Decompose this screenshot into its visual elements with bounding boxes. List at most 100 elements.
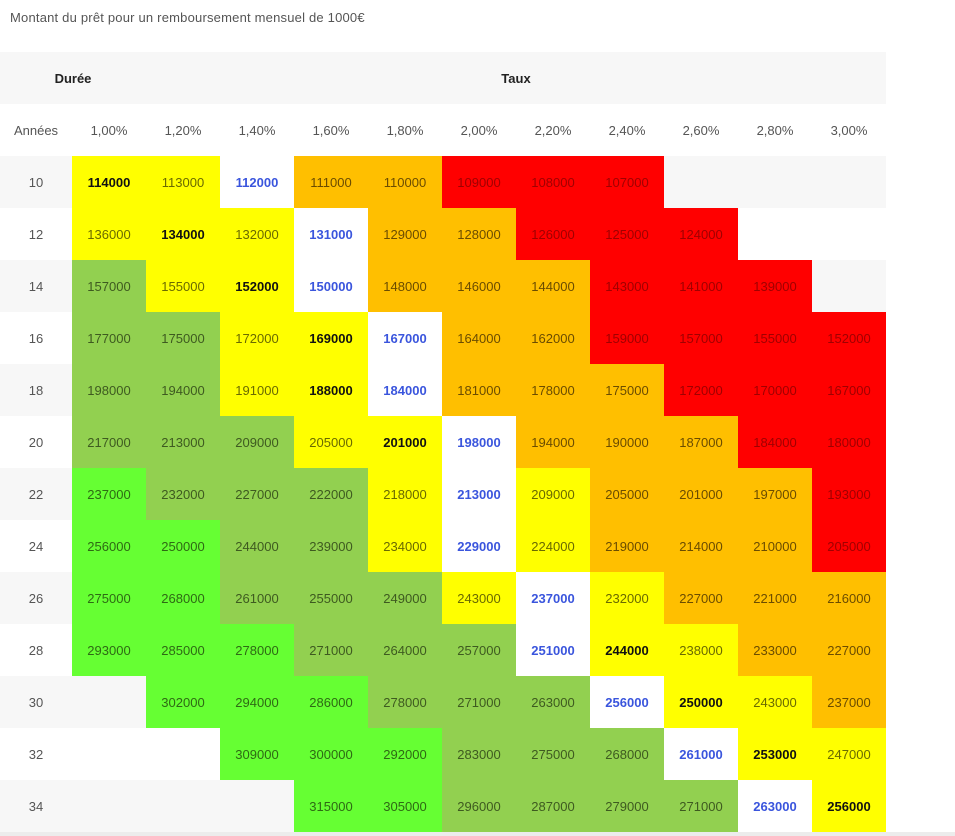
loan-amount-cell: 146000 bbox=[442, 260, 516, 312]
loan-amount-cell: 205000 bbox=[812, 520, 886, 572]
loan-amount-cell: 305000 bbox=[368, 780, 442, 832]
loan-amount-cell: 143000 bbox=[590, 260, 664, 312]
loan-amount-cell: 164000 bbox=[442, 312, 516, 364]
loan-amount-cell: 210000 bbox=[738, 520, 812, 572]
loan-amount-cell: 167000 bbox=[812, 364, 886, 416]
loan-amount-cell: 261000 bbox=[664, 728, 738, 780]
loan-amount-cell: 294000 bbox=[220, 676, 294, 728]
table-row: 24 256000 250000 244000 239000 234000 229000 22… bbox=[0, 520, 886, 572]
duration-years-cell: 32 bbox=[0, 728, 72, 780]
rate-column-header: 2,00% bbox=[442, 104, 516, 156]
loan-amount-cell: 243000 bbox=[738, 676, 812, 728]
loan-amount-cell: 237000 bbox=[72, 468, 146, 520]
loan-amount-cell: 232000 bbox=[146, 468, 220, 520]
loan-amount-cell: 124000 bbox=[664, 208, 738, 260]
loan-amount-cell: 251000 bbox=[516, 624, 590, 676]
loan-amount-cell: 300000 bbox=[294, 728, 368, 780]
loan-amount-cell: 187000 bbox=[664, 416, 738, 468]
duration-years-cell: 34 bbox=[0, 780, 72, 832]
loan-amount-cell: 126000 bbox=[516, 208, 590, 260]
loan-amount-cell: 150000 bbox=[294, 260, 368, 312]
loan-amount-cell: 285000 bbox=[146, 624, 220, 676]
duration-years-cell: 30 bbox=[0, 676, 72, 728]
loan-amount-cell: 287000 bbox=[516, 780, 590, 832]
loan-amount-cell: 159000 bbox=[590, 312, 664, 364]
rate-column-header: 3,00% bbox=[812, 104, 886, 156]
table-caption: Montant du prêt pour un remboursement me… bbox=[10, 10, 365, 25]
empty-cell bbox=[738, 208, 812, 260]
loan-amount-cell: 193000 bbox=[812, 468, 886, 520]
loan-amount-cell: 162000 bbox=[516, 312, 590, 364]
duration-years-cell: 28 bbox=[0, 624, 72, 676]
loan-amount-cell: 268000 bbox=[590, 728, 664, 780]
loan-amount-cell: 181000 bbox=[442, 364, 516, 416]
empty-cell bbox=[220, 780, 294, 832]
loan-amount-cell: 213000 bbox=[442, 468, 516, 520]
loan-amount-cell: 191000 bbox=[220, 364, 294, 416]
table-row: 26 275000 268000 261000 255000 249000 243000 23… bbox=[0, 572, 886, 624]
loan-amount-cell: 302000 bbox=[146, 676, 220, 728]
loan-amount-cell: 243000 bbox=[442, 572, 516, 624]
rate-column-header: 1,60% bbox=[294, 104, 368, 156]
loan-amount-cell: 157000 bbox=[664, 312, 738, 364]
loan-amount-cell: 125000 bbox=[590, 208, 664, 260]
loan-amount-cell: 296000 bbox=[442, 780, 516, 832]
empty-cell bbox=[812, 156, 886, 208]
loan-amount-cell: 216000 bbox=[812, 572, 886, 624]
loan-amount-cell: 134000 bbox=[146, 208, 220, 260]
loan-amount-cell: 271000 bbox=[664, 780, 738, 832]
duration-years-cell: 10 bbox=[0, 156, 72, 208]
loan-amount-cell: 250000 bbox=[146, 520, 220, 572]
loan-amount-cell: 169000 bbox=[294, 312, 368, 364]
loan-amount-cell: 253000 bbox=[738, 728, 812, 780]
loan-amount-cell: 152000 bbox=[220, 260, 294, 312]
header-row-rates: Années 1,00% 1,20% 1,40% 1,60% 1,80% 2,0… bbox=[0, 104, 886, 156]
loan-amount-cell: 184000 bbox=[738, 416, 812, 468]
empty-cell bbox=[812, 260, 886, 312]
loan-amount-cell: 175000 bbox=[590, 364, 664, 416]
loan-amount-cell: 131000 bbox=[294, 208, 368, 260]
rate-column-header: 1,00% bbox=[72, 104, 146, 156]
loan-amount-cell: 111000 bbox=[294, 156, 368, 208]
empty-cell bbox=[664, 156, 738, 208]
table-row: 34 315000 305000 296000 287000 279000 271000 26… bbox=[0, 780, 886, 832]
header-row-labels: Durée Taux bbox=[0, 52, 886, 104]
table-row: 14 157000 155000 152000 150000 148000 146000 14… bbox=[0, 260, 886, 312]
loan-amount-cell: 309000 bbox=[220, 728, 294, 780]
loan-amount-cell: 250000 bbox=[664, 676, 738, 728]
rate-column-header: 2,20% bbox=[516, 104, 590, 156]
loan-amount-cell: 197000 bbox=[738, 468, 812, 520]
loan-amount-cell: 221000 bbox=[738, 572, 812, 624]
loan-amount-cell: 148000 bbox=[368, 260, 442, 312]
empty-cell bbox=[738, 156, 812, 208]
loan-amount-cell: 107000 bbox=[590, 156, 664, 208]
loan-amount-cell: 190000 bbox=[590, 416, 664, 468]
loan-amount-cell: 234000 bbox=[368, 520, 442, 572]
loan-amount-cell: 188000 bbox=[294, 364, 368, 416]
loan-amount-cell: 256000 bbox=[72, 520, 146, 572]
loan-amount-cell: 264000 bbox=[368, 624, 442, 676]
rate-column-header: 1,80% bbox=[368, 104, 442, 156]
loan-amount-cell: 229000 bbox=[442, 520, 516, 572]
loan-amount-cell: 237000 bbox=[516, 572, 590, 624]
loan-amount-cell: 172000 bbox=[664, 364, 738, 416]
loan-amount-cell: 132000 bbox=[220, 208, 294, 260]
loan-amount-cell: 219000 bbox=[590, 520, 664, 572]
duration-years-cell: 16 bbox=[0, 312, 72, 364]
years-header: Années bbox=[0, 104, 72, 156]
loan-amount-cell: 239000 bbox=[294, 520, 368, 572]
loan-amount-cell: 279000 bbox=[590, 780, 664, 832]
loan-amount-cell: 172000 bbox=[220, 312, 294, 364]
rate-header: Taux bbox=[146, 52, 886, 104]
loan-amount-cell: 209000 bbox=[220, 416, 294, 468]
loan-amount-cell: 244000 bbox=[590, 624, 664, 676]
empty-cell bbox=[146, 728, 220, 780]
loan-amount-cell: 222000 bbox=[294, 468, 368, 520]
rate-column-header: 1,40% bbox=[220, 104, 294, 156]
loan-amount-cell: 315000 bbox=[294, 780, 368, 832]
table-row: 16 177000 175000 172000 169000 167000 164000 16… bbox=[0, 312, 886, 364]
duration-years-cell: 26 bbox=[0, 572, 72, 624]
loan-amount-cell: 278000 bbox=[368, 676, 442, 728]
loan-amount-cell: 205000 bbox=[590, 468, 664, 520]
loan-amount-cell: 227000 bbox=[220, 468, 294, 520]
